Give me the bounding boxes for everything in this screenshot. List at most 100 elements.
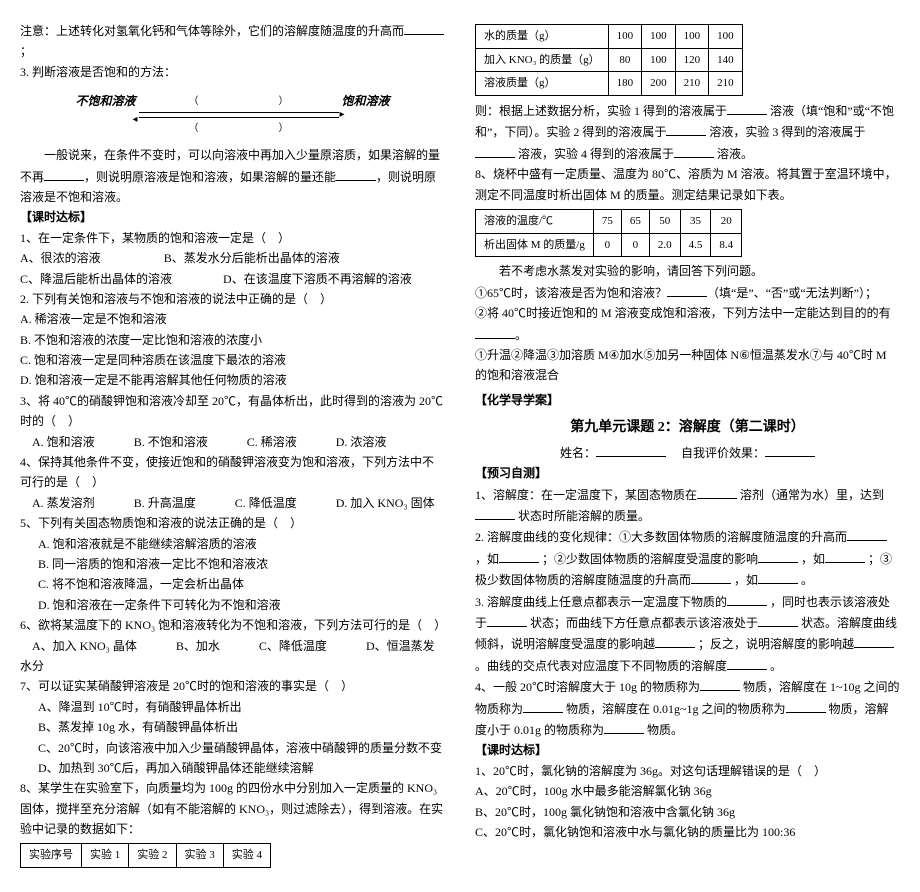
cell: 100: [709, 25, 743, 49]
p2: 2. 溶解度曲线的变化规律：①大多数固体物质的溶解度随温度的升高而 ，如 ；②少…: [475, 526, 900, 590]
t2r1h: 水的质量（g）: [476, 25, 609, 49]
table-row: 溶液的温度/℃ 75 65 50 35 20: [476, 210, 742, 234]
table-3: 溶液的温度/℃ 75 65 50 35 20 析出固体 M 的质量/g 0 0 …: [475, 209, 742, 257]
q7c: C、20℃时，向该溶液中加入少量硝酸钾晶体，溶液中硝酸钾的质量分数不变: [20, 738, 445, 758]
blank: [854, 633, 894, 648]
sub2: ②将 40℃时接近饱和的 M 溶液变成饱和溶液，下列方法中一定能达到目的的有: [475, 306, 891, 320]
q6a: A、加入 KNO₃ 晶体: [32, 639, 137, 653]
blank: [604, 719, 644, 734]
diagram-left-label: 不饱和溶液: [75, 91, 135, 111]
p4c: 物质，溶解度在 0.01g~1g 之间的物质称为: [566, 702, 786, 716]
conversion-diagram: 不饱和溶液 （ ） ▸ ◂ （ ） 饱和溶液: [20, 90, 445, 137]
note-text: 注意：上述转化对氢氧化钙和气体等除外，它们的溶解度随温度的升高而: [20, 24, 404, 38]
blank: [475, 505, 515, 520]
name-label: 姓名：: [560, 446, 596, 460]
top-paren: （ ）: [189, 93, 289, 110]
q8: 8、某学生在实验室下，向质量均为 100g 的四份水中分别加入一定质量的 KNO…: [20, 778, 445, 839]
q1-row: A、很浓的溶液 B、蒸发水分后能析出晶体的溶液: [20, 248, 445, 268]
q2: 2. 下列有关饱和溶液与不饱和溶液的说法中正确的是（ ）: [20, 289, 445, 309]
q6-opts: A、加入 KNO₃ 晶体 B、加水 C、降低温度 D、恒温蒸发水分: [20, 636, 445, 677]
blank: [700, 676, 740, 691]
cell: 0: [621, 233, 649, 257]
cell: 0: [593, 233, 621, 257]
table-2: 水的质量（g） 100 100 100 100 加入 KNO₃ 的质量（g） 8…: [475, 24, 743, 96]
q6c: C、降低温度: [259, 639, 327, 653]
diagram-right-label: 饱和溶液: [342, 91, 390, 111]
cell: 75: [593, 210, 621, 234]
table-row: 水的质量（g） 100 100 100 100: [476, 25, 743, 49]
blank: [727, 100, 767, 115]
p2c: ；②少数固体物质的溶解度受温度的影响: [542, 552, 758, 566]
cell: 140: [709, 48, 743, 72]
blank: [475, 143, 515, 158]
p3a: 3. 溶解度曲线上任意点都表示一定温度下物质的: [475, 595, 727, 609]
p3f: 。曲线的交点代表对应温度下不同物质的溶解度: [475, 659, 727, 673]
goal2-heading: 【课时达标】: [475, 740, 900, 760]
paragraph-1: 一般说来，在条件不变时，可以向溶液中再加入少量原溶质，如果溶解的量不再，则说明原…: [20, 145, 445, 207]
sub2-line: ②将 40℃时接近饱和的 M 溶液变成饱和溶液，下列方法中一定能达到目的的有。: [475, 303, 900, 345]
blank: [825, 548, 865, 563]
blank: [404, 20, 444, 35]
f1e: 溶液。: [717, 147, 753, 161]
eval-label: 自我评价效果：: [681, 446, 765, 460]
blank: [667, 282, 707, 297]
cell: 65: [621, 210, 649, 234]
q1b: B、蒸发水分后能析出晶体的溶液: [164, 251, 340, 265]
cell: 210: [709, 72, 743, 96]
blank: [691, 569, 731, 584]
p2a: 2. 溶解度曲线的变化规律：①大多数固体物质的溶解度随温度的升高而: [475, 530, 847, 544]
cell: 200: [642, 72, 676, 96]
p3g: 。: [770, 659, 782, 673]
q5a: A. 饱和溶液就是不能继续溶解溶质的溶液: [20, 534, 445, 554]
arrow-block: （ ） ▸ ◂ （ ）: [139, 93, 339, 137]
cell: 20: [711, 210, 742, 234]
q2b: B. 不饱和溶液的浓度一定比饱和溶液的浓度小: [20, 330, 445, 350]
name-line: 姓名： 自我评价效果：: [475, 442, 900, 463]
q4c: C. 降低温度: [235, 496, 297, 510]
cell: 100: [608, 25, 642, 49]
t1-c4: 实验 4: [223, 844, 270, 868]
table-row: 溶液质量（g） 180 200 210 210: [476, 72, 743, 96]
rq1a: A、20℃时，100g 水中最多能溶解氯化钠 36g: [475, 781, 900, 801]
q4a: A. 蒸发溶剂: [32, 496, 95, 510]
cell: 100: [642, 48, 676, 72]
left-column: 注意：上述转化对氢氧化钙和气体等除外，它们的溶解度随温度的升高而； 3. 判断溶…: [20, 20, 445, 872]
q8p2: 8、烧杯中盛有一定质量、温度为 80℃、溶质为 M 溶液。将其置于室温环境中，测…: [475, 164, 900, 205]
p1a: 1、溶解度：在一定温度下，某固态物质在: [475, 488, 697, 502]
q3-opts: A. 饱和溶液 B. 不饱和溶液 C. 稀溶液 D. 浓溶液: [20, 432, 445, 452]
note-line: 注意：上述转化对氢氧化钙和气体等除外，它们的溶解度随温度的升高而；: [20, 20, 445, 62]
cell: 80: [608, 48, 642, 72]
t1-c1: 实验 1: [82, 844, 129, 868]
q5d: D. 饱和溶液在一定条件下可转化为不饱和溶液: [20, 595, 445, 615]
q2d: D. 饱和溶液一定是不能再溶解其他任何物质的溶液: [20, 370, 445, 390]
cell: 35: [680, 210, 711, 234]
guide-heading: 【化学导学案】: [475, 390, 900, 410]
blank: [674, 143, 714, 158]
blank: [655, 633, 695, 648]
q7: 7、可以证实某硝酸钾溶液是 20℃时的饱和溶液的事实是（ ）: [20, 676, 445, 696]
blank: [765, 442, 815, 457]
q5: 5、下列有关固态物质饱和溶液的说法正确的是（ ）: [20, 513, 445, 533]
t1-h: 实验序号: [21, 844, 82, 868]
rq1b: B、20℃时，100g 氯化钠饱和溶液中含氯化钠 36g: [475, 802, 900, 822]
cell: 180: [608, 72, 642, 96]
method-title: 3. 判断溶液是否饱和的方法：: [20, 62, 445, 82]
p3c: 状态；而曲线下方任意点都表示该溶液处于: [530, 616, 758, 630]
blank: [758, 569, 798, 584]
p4a: 4、一般 20℃时溶解度大于 10g 的物质称为: [475, 680, 700, 694]
p2b: ，如: [475, 552, 499, 566]
q3b: B. 不饱和溶液: [134, 435, 208, 449]
blank: [487, 612, 527, 627]
table-1: 实验序号 实验 1 实验 2 实验 3 实验 4: [20, 843, 271, 868]
arrow-left-icon: ◂: [139, 117, 339, 118]
q1-row2: C、降温后能析出晶体的溶液 D、在该温度下溶质不再溶解的溶液: [20, 269, 445, 289]
preview-heading: 【预习自测】: [475, 463, 900, 483]
q7d: D、加热到 30℃后，再加入硝酸钾晶体还能继续溶解: [20, 758, 445, 778]
cell: 50: [649, 210, 680, 234]
q6: 6、欲将某温度下的 KNO₃ 饱和溶液转化为不饱和溶液，下列方法可行的是（ ）: [20, 615, 445, 635]
q3c: C. 稀溶液: [247, 435, 297, 449]
blank: [336, 166, 376, 181]
p1b: 溶剂（通常为水）里，达到: [740, 488, 884, 502]
blank: [727, 655, 767, 670]
table-row: 析出固体 M 的质量/g 0 0 2.0 4.5 8.4: [476, 233, 742, 257]
